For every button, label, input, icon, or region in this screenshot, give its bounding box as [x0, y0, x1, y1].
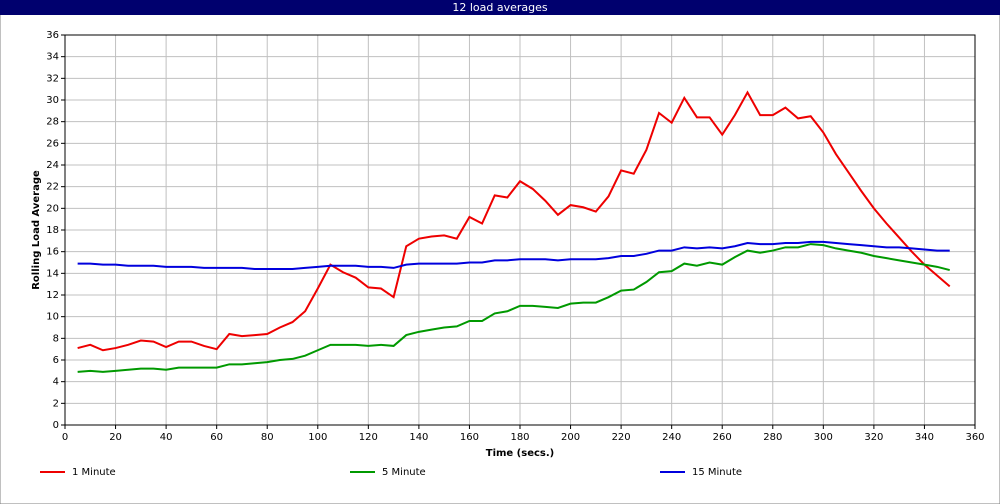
x-tick-label: 80	[261, 432, 274, 443]
legend-label: 15 Minute	[692, 467, 742, 478]
y-tick-label: 18	[46, 225, 59, 236]
y-axis-label: Rolling Load Average	[31, 170, 42, 290]
plot-border	[64, 34, 976, 426]
x-tick-label: 60	[210, 432, 223, 443]
y-tick-label: 32	[46, 73, 59, 84]
y-tick-label: 6	[53, 355, 59, 366]
x-tick-label: 120	[359, 432, 378, 443]
y-tick-label: 8	[53, 333, 59, 344]
y-tick-label: 20	[46, 203, 59, 214]
y-tick-label: 30	[46, 95, 59, 106]
x-tick-label: 180	[510, 432, 529, 443]
x-tick-label: 40	[160, 432, 173, 443]
y-tick-label: 14	[46, 268, 59, 279]
legend-label: 1 Minute	[72, 467, 116, 478]
x-tick-label: 100	[308, 432, 327, 443]
y-tick-label: 2	[53, 398, 59, 409]
y-tick-label: 22	[46, 182, 59, 193]
x-tick-label: 220	[612, 432, 631, 443]
y-tick-label: 24	[46, 160, 59, 171]
x-tick-label: 160	[460, 432, 479, 443]
x-tick-label: 200	[561, 432, 580, 443]
chart-title: 12 load averages	[452, 1, 548, 14]
x-tick-label: 320	[864, 432, 883, 443]
y-tick-label: 16	[46, 247, 59, 258]
x-tick-label: 260	[713, 432, 732, 443]
y-tick-label: 34	[46, 52, 59, 63]
x-tick-label: 280	[763, 432, 782, 443]
y-tick-label: 28	[46, 117, 59, 128]
x-tick-label: 340	[915, 432, 934, 443]
x-tick-label: 300	[814, 432, 833, 443]
title-bar	[0, 0, 1000, 15]
y-tick-label: 36	[46, 30, 59, 41]
x-tick-label: 140	[409, 432, 428, 443]
x-axis-label: Time (secs.)	[486, 448, 555, 459]
series-line	[77, 90, 951, 352]
y-tick-label: 12	[46, 290, 59, 301]
y-tick-label: 10	[46, 312, 59, 323]
x-tick-label: 20	[109, 432, 122, 443]
y-tick-label: 0	[53, 420, 59, 431]
x-tick-label: 240	[662, 432, 681, 443]
y-tick-label: 4	[53, 377, 59, 388]
x-tick-label: 360	[965, 432, 984, 443]
x-tick-label: 0	[62, 432, 68, 443]
series-line	[77, 240, 950, 270]
legend-label: 5 Minute	[382, 467, 426, 478]
series-line	[77, 243, 950, 373]
y-tick-label: 26	[46, 138, 59, 149]
